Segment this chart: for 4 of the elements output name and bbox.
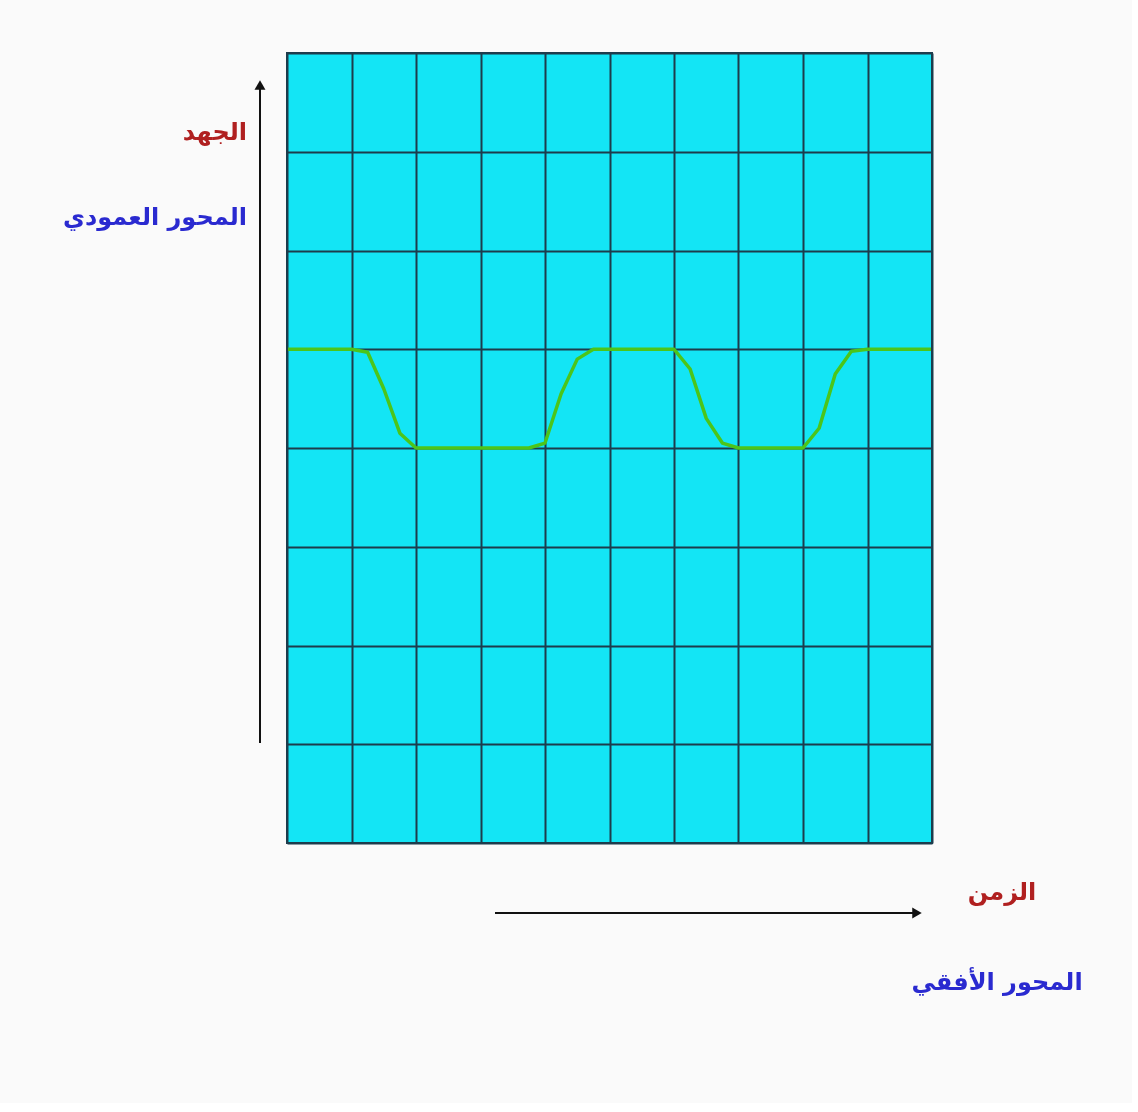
text: المحور الأفقي xyxy=(911,967,1083,996)
text: المحور العمودي xyxy=(62,203,247,231)
text: الجهد xyxy=(182,118,247,146)
text: الزمن xyxy=(967,878,1037,906)
